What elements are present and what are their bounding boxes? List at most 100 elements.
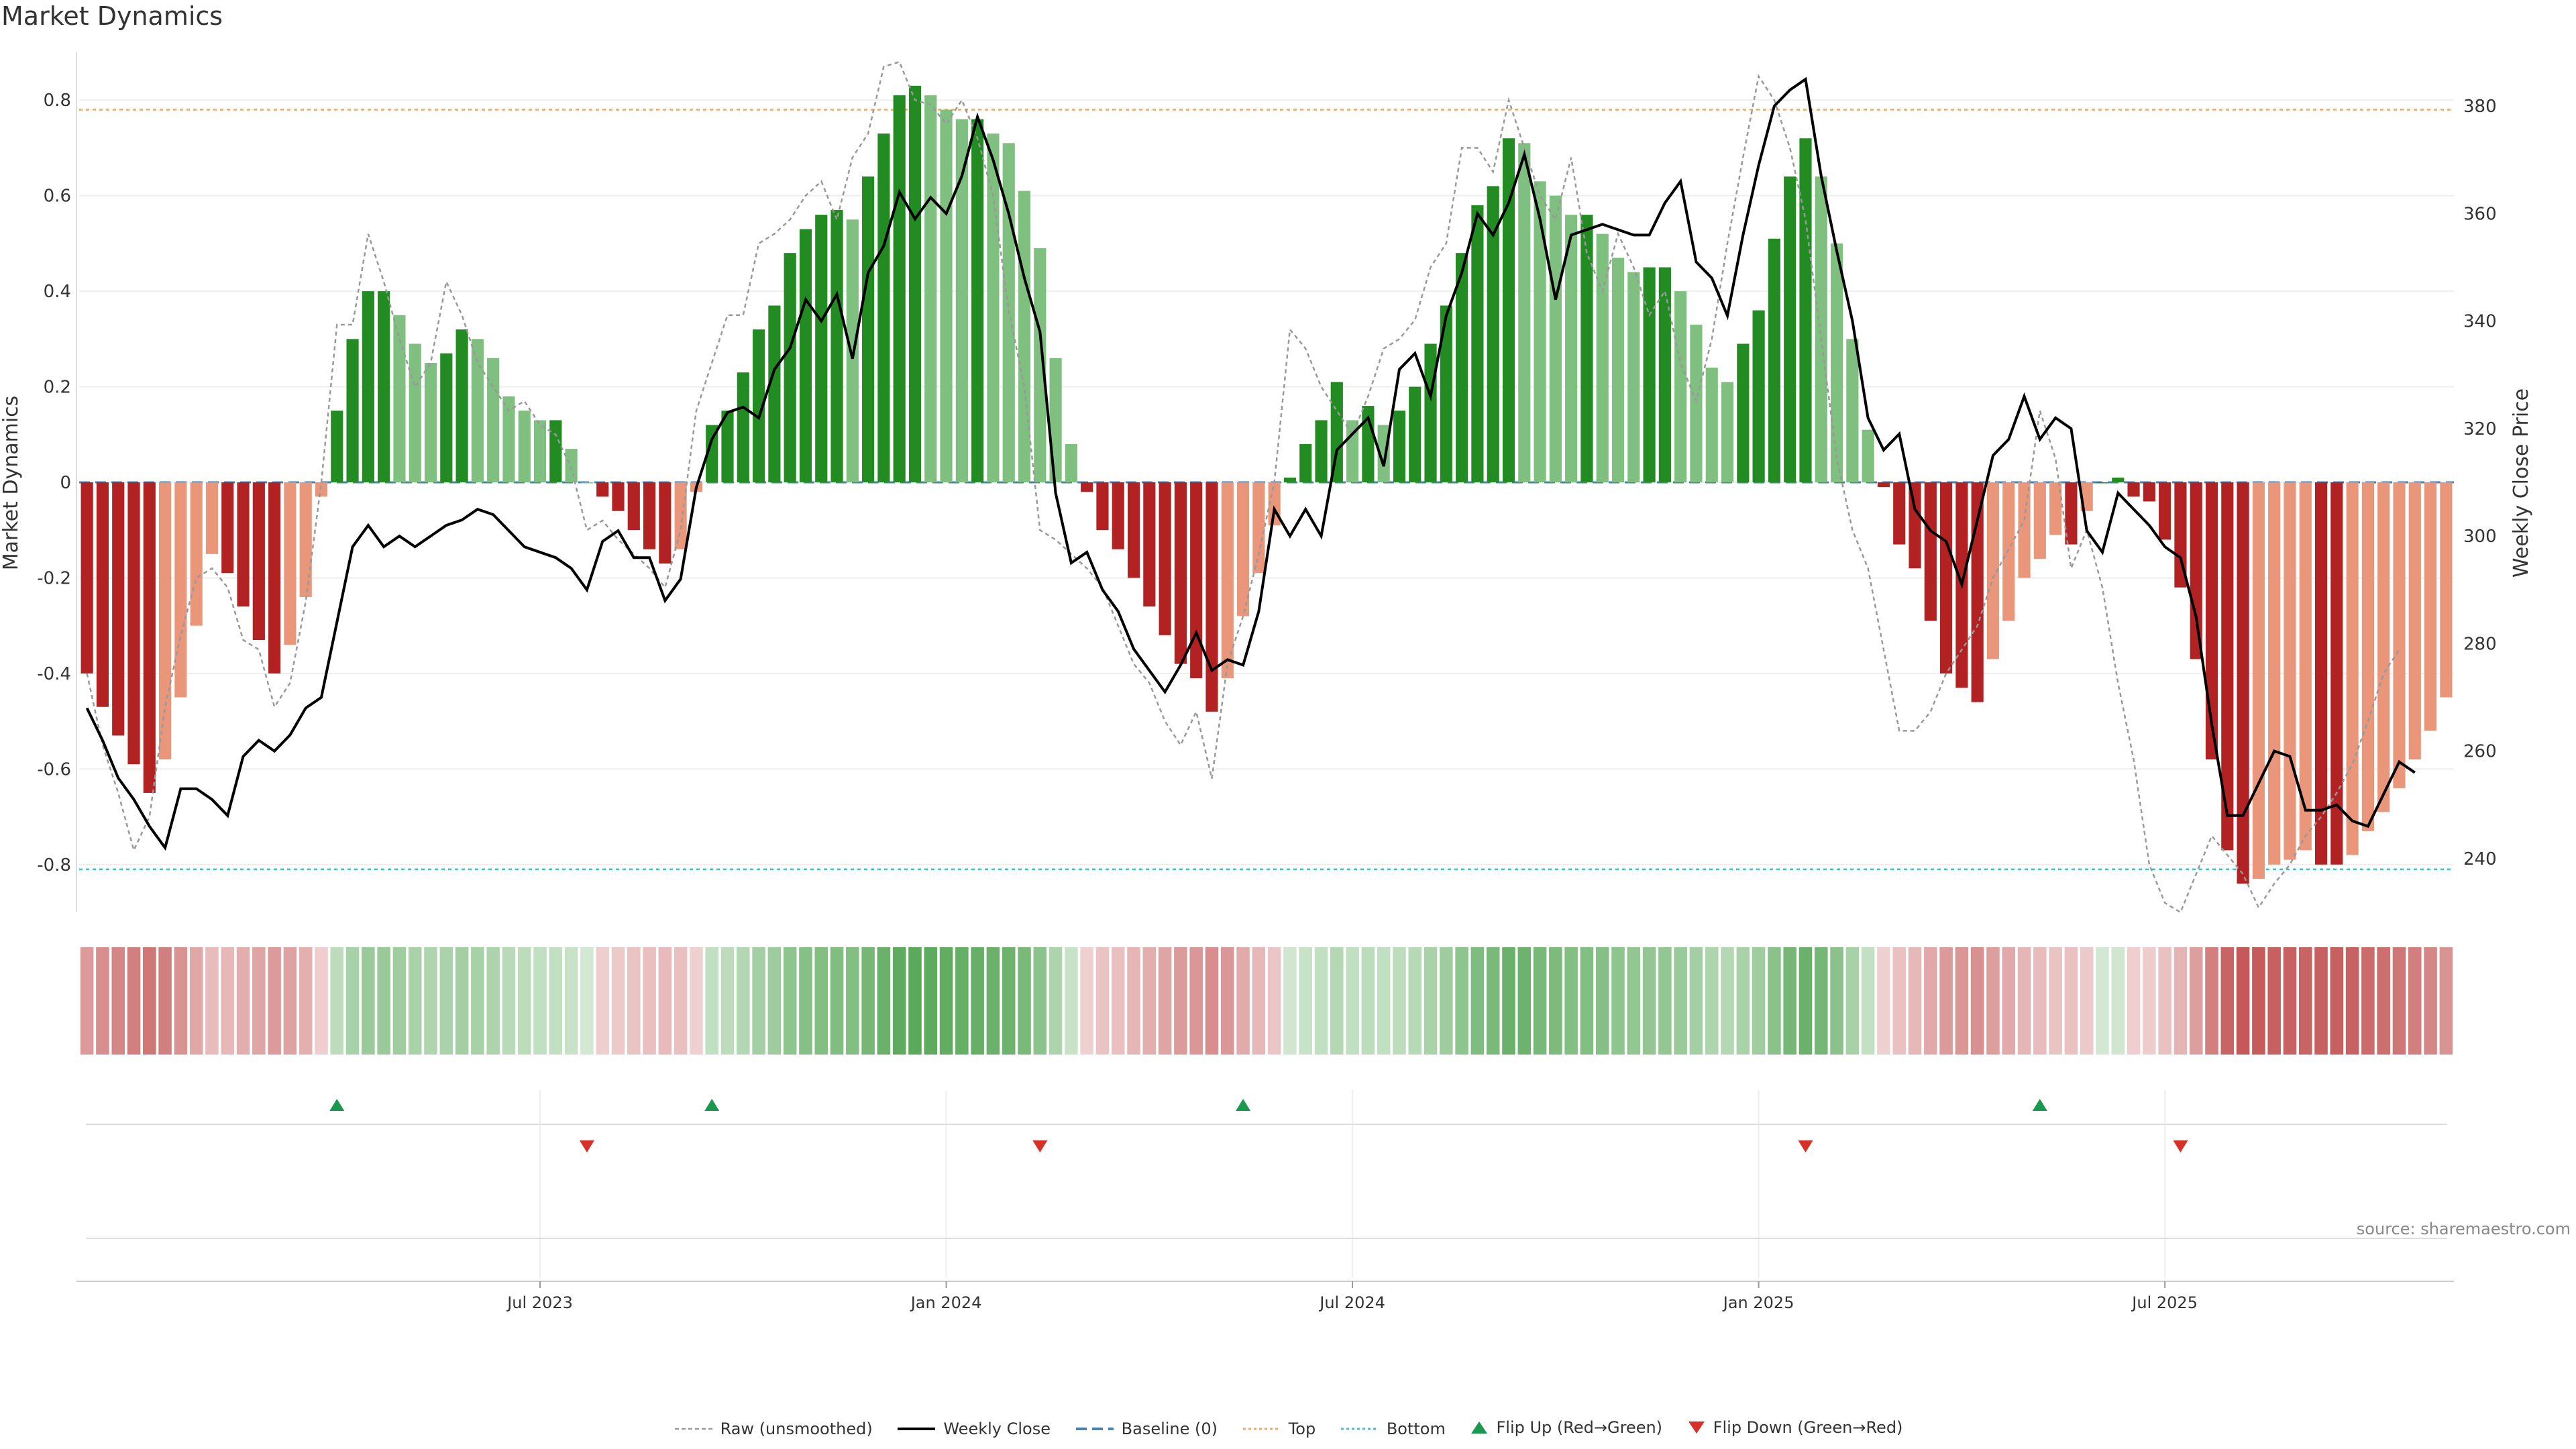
bar xyxy=(815,215,828,482)
bar xyxy=(362,291,374,482)
legend-item-flip-down: Flip Down (Green→Red) xyxy=(1686,1418,1902,1437)
strip-cell xyxy=(189,947,203,1055)
reference-lines xyxy=(79,109,2454,871)
strip-cell xyxy=(1830,947,1843,1055)
bar xyxy=(1627,272,1640,482)
strip-cell xyxy=(658,947,672,1055)
bar xyxy=(627,482,640,531)
strip-cell xyxy=(2220,947,2235,1055)
strip-cell xyxy=(1111,947,1125,1055)
bar xyxy=(1252,482,1265,574)
bar xyxy=(924,95,937,483)
strip-cell xyxy=(486,947,500,1055)
raw-line xyxy=(86,60,2400,914)
strip-cell xyxy=(1970,947,1984,1055)
bar xyxy=(112,482,125,736)
x-tick-label: Jul 2023 xyxy=(506,1293,573,1312)
y-tick-label-left: 0.6 xyxy=(44,186,71,207)
bar xyxy=(1299,444,1312,482)
bar xyxy=(1487,186,1499,482)
strip-cell xyxy=(1220,947,1234,1055)
y-tick-label-left: -0.4 xyxy=(37,664,71,684)
bar xyxy=(1940,482,1953,674)
bar xyxy=(1221,482,1234,679)
strip-cell xyxy=(111,947,125,1055)
bar xyxy=(96,482,109,707)
chart-title: Market Dynamics xyxy=(1,1,223,31)
strip-cell xyxy=(971,947,984,1055)
bar xyxy=(1690,324,1703,482)
bar xyxy=(706,425,718,482)
bar xyxy=(2284,482,2296,860)
strip-cell xyxy=(705,947,719,1055)
strip-cell xyxy=(2330,947,2344,1055)
strip-cell xyxy=(2017,947,2031,1055)
strip-cell xyxy=(221,947,235,1055)
bar xyxy=(1143,482,1156,607)
strip-cell xyxy=(1502,947,1515,1055)
bar xyxy=(1986,482,2000,659)
flip-up-marker xyxy=(704,1099,720,1111)
strip-cell xyxy=(1580,947,1594,1055)
raw-line-layer xyxy=(86,60,2400,914)
bar xyxy=(331,411,343,482)
bar xyxy=(877,133,890,483)
bar xyxy=(1815,176,1827,482)
strip-cell xyxy=(939,947,953,1055)
bar xyxy=(1409,386,1421,482)
strip-cell xyxy=(2408,947,2422,1055)
strip-cell xyxy=(1768,947,1781,1055)
bar xyxy=(659,482,672,564)
bar xyxy=(2314,482,2328,865)
bar xyxy=(1877,482,1890,488)
flip-down-marker xyxy=(2173,1140,2188,1152)
legend-label-bottom: Bottom xyxy=(1386,1419,1446,1438)
bar xyxy=(268,482,281,674)
strip-cell xyxy=(2283,947,2297,1055)
strip-cell xyxy=(1752,947,1766,1055)
bar xyxy=(252,482,265,641)
bar xyxy=(393,315,406,482)
bar xyxy=(1190,482,1203,679)
bar xyxy=(721,411,734,482)
strip-cell xyxy=(1377,947,1391,1055)
legend-label-top: Top xyxy=(1288,1419,1316,1438)
bar xyxy=(1393,411,1406,482)
strip-cell xyxy=(674,947,688,1055)
legend-label-flip-up: Flip Up (Red→Green) xyxy=(1496,1418,1663,1437)
strip-cell xyxy=(2236,947,2250,1055)
bar xyxy=(862,176,875,482)
strip-cell xyxy=(549,947,563,1055)
strip-cell xyxy=(1517,947,1532,1055)
strip-cell xyxy=(2189,947,2203,1055)
strip-cell xyxy=(690,947,703,1055)
bar xyxy=(1924,482,1937,621)
bar xyxy=(846,219,859,482)
strip-cell xyxy=(2377,947,2390,1055)
strip-cell xyxy=(377,947,390,1055)
strip-cell xyxy=(877,947,891,1055)
bar xyxy=(643,482,656,549)
strip-cell xyxy=(1393,947,1406,1055)
strip-cell xyxy=(799,947,812,1055)
strip-cell xyxy=(1892,947,1907,1055)
y-tick-label-left: -0.2 xyxy=(37,568,71,588)
strip-cell xyxy=(283,947,297,1055)
bar xyxy=(1424,343,1437,482)
legend-swatch-raw xyxy=(674,1428,712,1430)
bar xyxy=(471,339,484,482)
strip-cell xyxy=(268,947,281,1055)
bar xyxy=(533,420,547,482)
bar xyxy=(1112,482,1124,549)
bar xyxy=(1596,233,1609,482)
strip-cell xyxy=(1799,947,1813,1055)
strip-cell xyxy=(2174,947,2188,1055)
strip-cell xyxy=(2439,947,2453,1055)
bar xyxy=(1784,176,1796,482)
strip-cell xyxy=(96,947,109,1055)
strip-cell xyxy=(1845,947,1860,1055)
bar xyxy=(987,133,1000,483)
strip-cell xyxy=(236,947,250,1055)
bar xyxy=(1018,191,1031,482)
bar xyxy=(2112,477,2125,482)
